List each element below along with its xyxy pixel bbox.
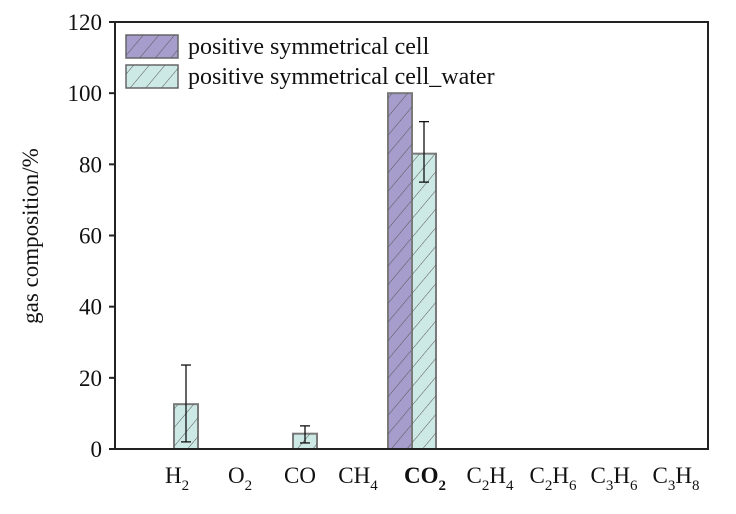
y-tick-label: 40 [79, 295, 102, 320]
x-tick-label-CO: CO [284, 463, 316, 488]
x-tick-label-C2H4: C2H4 [467, 463, 514, 494]
x-tick-label-H2: H2 [165, 463, 189, 494]
x-tick-label-C3H8: C3H8 [653, 463, 700, 494]
legend-swatch-hatch [126, 35, 178, 58]
x-tick-label-C2H6: C2H6 [530, 463, 577, 494]
y-tick-label: 20 [79, 366, 102, 391]
y-tick-label: 0 [91, 437, 103, 462]
legend-swatch-hatch [126, 65, 178, 88]
bar-hatch [388, 93, 412, 450]
bar-hatch [412, 153, 436, 450]
y-tick-label: 100 [68, 81, 103, 106]
x-tick-label-C3H6: C3H6 [591, 463, 638, 494]
x-tick-label-CO2: CO2 [404, 463, 446, 494]
y-axis-label: gas composition/% [18, 148, 43, 324]
x-tick-label-CH4: CH4 [338, 463, 378, 494]
y-tick-label: 80 [79, 152, 102, 177]
legend: positive symmetrical cell positive symmet… [125, 34, 495, 90]
y-tick-label: 120 [68, 10, 103, 35]
legend-label: positive symmetrical cell_water [188, 64, 495, 90]
y-tick-label: 60 [79, 224, 102, 249]
x-tick-label-O2: O2 [228, 463, 252, 494]
legend-label: positive symmetrical cell [188, 34, 430, 60]
